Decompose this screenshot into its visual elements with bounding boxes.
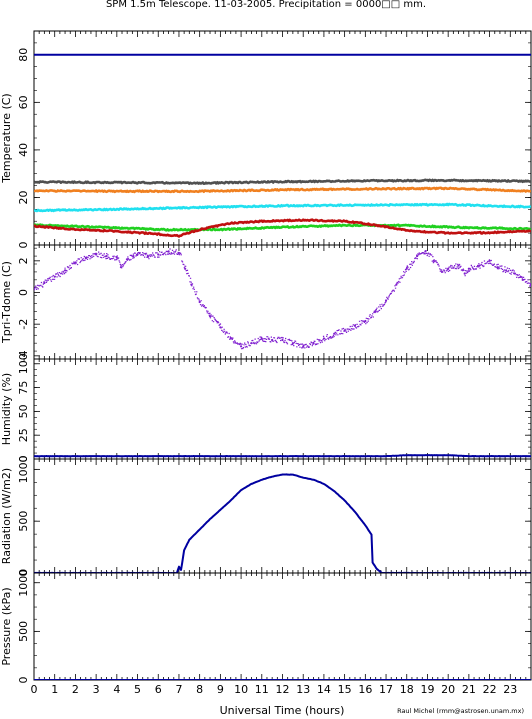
y-tick-label: 500 (17, 621, 30, 642)
data-point (405, 267, 408, 270)
y-tick-label: 40 (17, 143, 30, 157)
y-tick-label: 1000 (17, 455, 30, 483)
y-tick-label: 1000 (17, 569, 30, 597)
panel-data (34, 473, 531, 573)
y-tick-label: 0 (17, 677, 30, 684)
y-tick-label: 20 (17, 190, 30, 204)
x-tick-label: 20 (441, 683, 455, 696)
y-tick-label: 0 (17, 456, 30, 463)
series-line (34, 218, 531, 238)
y-axis-label: Tpri-Tdome (C) (0, 261, 13, 344)
panel-pressure: 0 500 1000 Pressure (kPa) (0, 569, 532, 684)
x-tick-label: 1 (51, 683, 58, 696)
x-tick-label: 22 (483, 683, 497, 696)
y-tick-label: 0 (17, 242, 30, 249)
series-line (34, 202, 531, 213)
x-tick-label: 16 (358, 683, 372, 696)
y-tick-label: 0 (17, 570, 30, 577)
panel-radiation: 0 500 1000 Radiation (W/m2) (0, 455, 532, 577)
series-line (34, 473, 531, 573)
data-point (467, 267, 470, 270)
y-tick-label: -4 (17, 350, 30, 361)
panel-tpri-tdome: -4 -2 0 2 Tpri-Tdome (C) (0, 244, 532, 361)
x-tick-label: 0 (31, 683, 38, 696)
y-tick-label: 500 (17, 511, 30, 532)
y-tick-label: 60 (17, 95, 30, 109)
y-tick-label: 80 (17, 48, 30, 62)
series-line (34, 186, 531, 194)
x-tick-label: 4 (113, 683, 120, 696)
x-tick-label: 7 (175, 683, 182, 696)
chart-title: SPM 1.5m Telescope. 11-03-2005. Precipit… (106, 0, 426, 10)
panel-frame (33, 358, 532, 460)
y-axis-label: Temperature (C) (0, 93, 13, 183)
panel-data (34, 248, 531, 350)
x-tick-label: 10 (234, 683, 248, 696)
y-tick-label: 25 (17, 428, 30, 442)
x-tick-label: 12 (276, 683, 290, 696)
x-tick-label: 13 (296, 683, 310, 696)
data-point (63, 269, 67, 272)
series-line (34, 223, 531, 232)
y-tick-label: 75 (17, 381, 30, 395)
data-point (496, 266, 499, 269)
panel-humidity: 0 25 50 75 100 Humidity (%) (0, 353, 532, 463)
x-axis-label: Universal Time (hours) (220, 704, 345, 717)
x-tick-label: 6 (155, 683, 162, 696)
x-tick-label: 17 (379, 683, 393, 696)
data-point (132, 254, 135, 258)
x-tick-label: 2 (72, 683, 79, 696)
series-line (34, 454, 531, 458)
author-credit: Raul Michel (rmm@astrosen.unam.mx) (397, 707, 524, 715)
x-tick-label: 3 (93, 683, 100, 696)
x-tick-label: 19 (420, 683, 434, 696)
panel-frame (33, 30, 532, 246)
y-axis-label: Humidity (%) (0, 373, 13, 445)
y-axis-label: Radiation (W/m2) (0, 468, 13, 564)
y-axis-label: Pressure (kPa) (0, 587, 13, 665)
x-tick-label: 5 (134, 683, 141, 696)
series-line (34, 178, 531, 185)
x-tick-label: 9 (217, 683, 224, 696)
scatter-trace (34, 248, 531, 350)
panel-temperature: 0 20 40 60 80 Temperature (C) (0, 30, 532, 249)
x-tick-label: 8 (196, 683, 203, 696)
x-tick-label: 23 (503, 683, 517, 696)
panel-data (34, 53, 531, 238)
x-tick-label: 11 (255, 683, 269, 696)
y-tick-label: -2 (17, 319, 30, 330)
x-tick-label: 14 (317, 683, 331, 696)
data-point (157, 253, 160, 256)
panel-data (34, 454, 531, 458)
x-tick-label: 15 (338, 683, 352, 696)
y-tick-label: 2 (17, 257, 30, 264)
panel-frame (33, 572, 532, 681)
y-tick-label: 0 (17, 289, 30, 296)
data-point (281, 338, 284, 342)
x-tick-label: 18 (400, 683, 414, 696)
panel-frame (33, 458, 532, 574)
y-tick-label: 100 (17, 353, 30, 374)
y-tick-label: 50 (17, 404, 30, 418)
data-point (239, 345, 243, 348)
x-tick-label: 21 (462, 683, 476, 696)
panel-frame (33, 244, 532, 360)
